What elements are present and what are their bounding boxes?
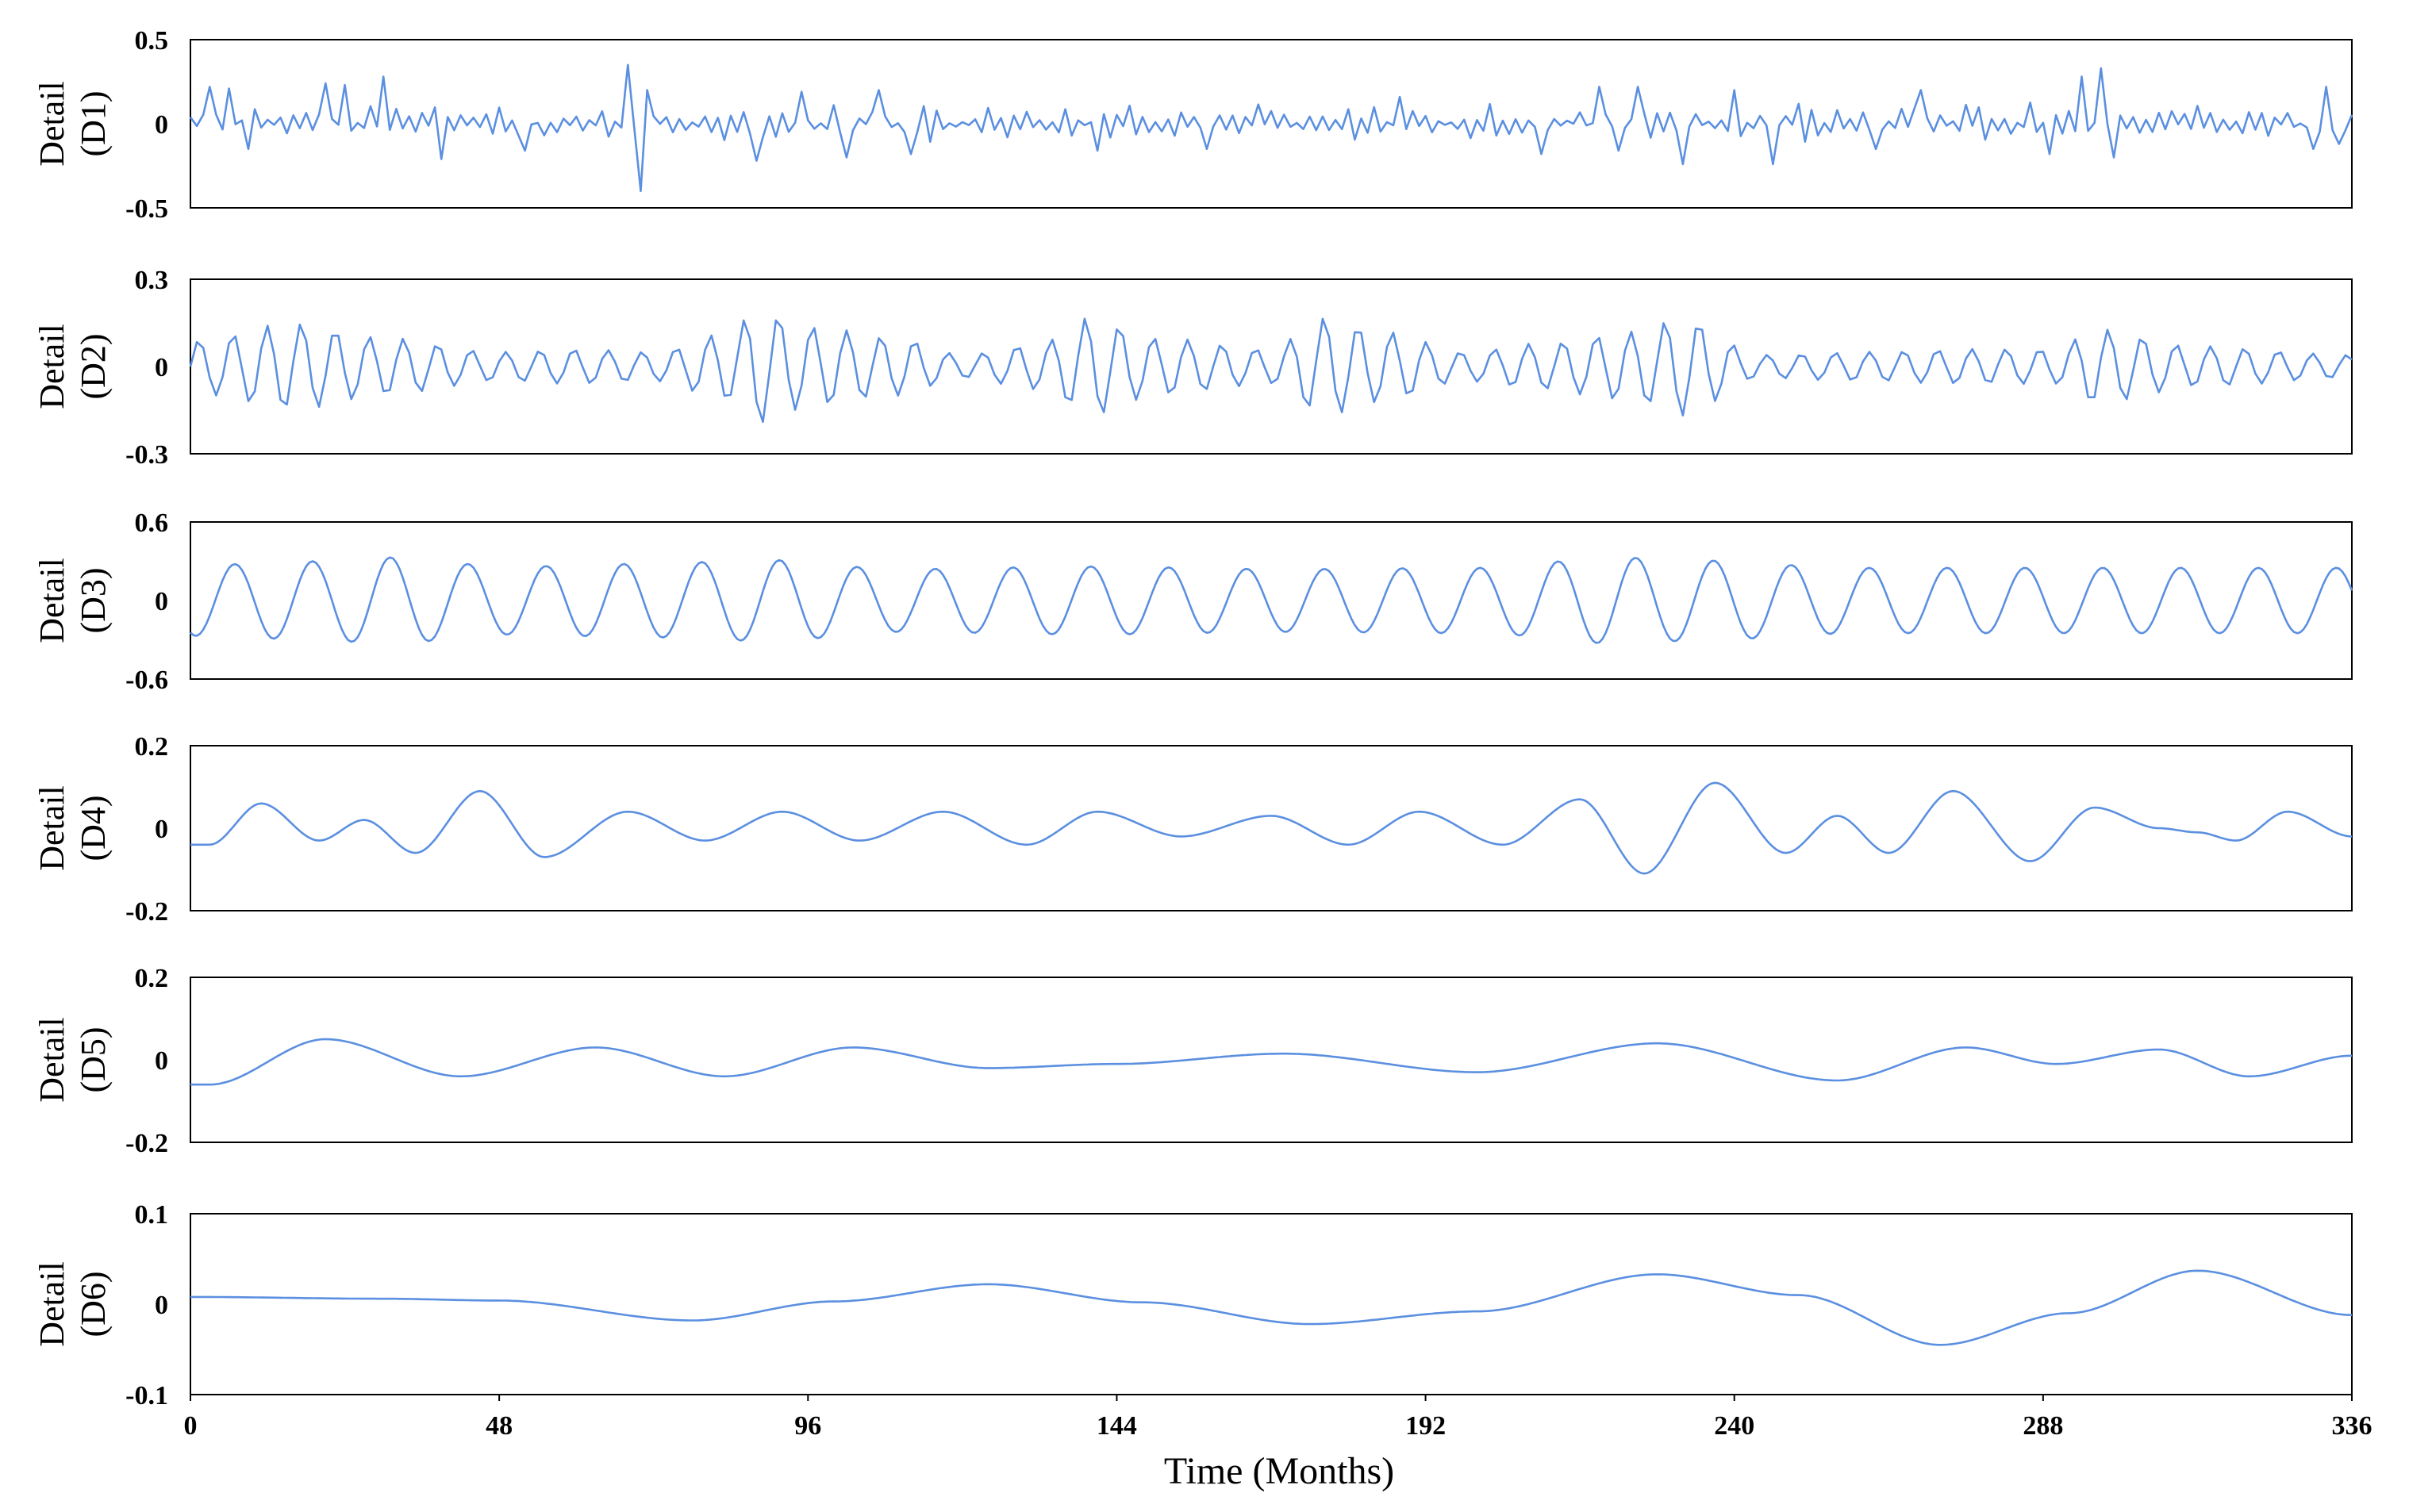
x-tick-label: 48 xyxy=(486,1411,513,1441)
plot-frame xyxy=(190,1213,2353,1395)
y-tick-label: 0.1 xyxy=(135,1200,169,1230)
series-line xyxy=(190,1269,2353,1346)
y-tick-label: 0.5 xyxy=(135,26,169,56)
y-tick-label: 0 xyxy=(155,353,168,382)
y-tick-label: -0.1 xyxy=(125,1381,168,1410)
y-tick-label: 0 xyxy=(155,587,168,616)
x-tick-label: 96 xyxy=(794,1411,821,1441)
y-axis-label: Detail(D4) xyxy=(33,785,113,871)
y-tick-label: -0.5 xyxy=(125,194,168,224)
panel-d3: 0.6 0 -0.6 Detail(D3) xyxy=(33,508,2353,695)
panel-d5: 0.2 0 -0.2 Detail(D5) xyxy=(33,964,2353,1158)
y-axis-label: Detail(D6) xyxy=(33,1261,113,1347)
y-tick-label: 0.2 xyxy=(135,732,169,762)
series-line xyxy=(190,1038,2353,1086)
x-tick-label: 240 xyxy=(1714,1411,1754,1441)
series-line xyxy=(190,556,2353,644)
y-tick-label: 0 xyxy=(155,1291,168,1320)
y-tick-label: 0.2 xyxy=(135,964,169,993)
panel-d6: 0.1 0 -0.1 Detail(D6) xyxy=(33,1200,2353,1410)
y-tick-label: -0.2 xyxy=(125,1129,168,1158)
y-tick-label: -0.6 xyxy=(125,666,168,695)
panels: 0.50-0.5Detail(D1)0.30-0.3Detail(D2)0.60… xyxy=(33,26,2353,1410)
panel-d1: 0.5 0 -0.5 Detail(D1) xyxy=(33,26,2353,224)
y-tick-label: 0 xyxy=(155,110,168,140)
x-axis: 0 48 96 144 192 240 288 336 xyxy=(184,1395,2372,1441)
x-tick-label: 336 xyxy=(2332,1411,2372,1441)
plot-frame xyxy=(190,39,2353,209)
y-tick-label: 0 xyxy=(155,815,168,844)
x-tick-label: 0 xyxy=(184,1411,198,1441)
y-axis-label: Detail(D5) xyxy=(33,1017,113,1103)
x-axis-label: Time (Months) xyxy=(1164,1450,1394,1492)
plot-frame xyxy=(190,745,2353,911)
y-tick-label: -0.3 xyxy=(125,440,168,470)
x-tick-label: 144 xyxy=(1097,1411,1137,1441)
y-axis-label: Detail(D3) xyxy=(33,558,113,643)
x-tick-label: 192 xyxy=(1405,1411,1446,1441)
y-tick-label: -0.2 xyxy=(125,897,168,927)
y-tick-label: 0.3 xyxy=(135,266,169,295)
series-line xyxy=(189,317,2353,424)
y-tick-label: 0 xyxy=(155,1046,168,1076)
series-line xyxy=(189,63,2353,193)
y-tick-label: 0.6 xyxy=(135,508,169,538)
y-axis-label: Detail(D2) xyxy=(33,324,113,409)
plot-frame xyxy=(190,977,2353,1143)
panel-d2: 0.3 0 -0.3 Detail(D2) xyxy=(33,266,2353,470)
x-tick-label: 288 xyxy=(2023,1411,2063,1441)
series-line xyxy=(190,781,2353,875)
panel-d4: 0.2 0 -0.2 Detail(D4) xyxy=(33,732,2353,927)
y-axis-label: Detail(D1) xyxy=(33,81,113,167)
plot-frame xyxy=(190,521,2353,680)
